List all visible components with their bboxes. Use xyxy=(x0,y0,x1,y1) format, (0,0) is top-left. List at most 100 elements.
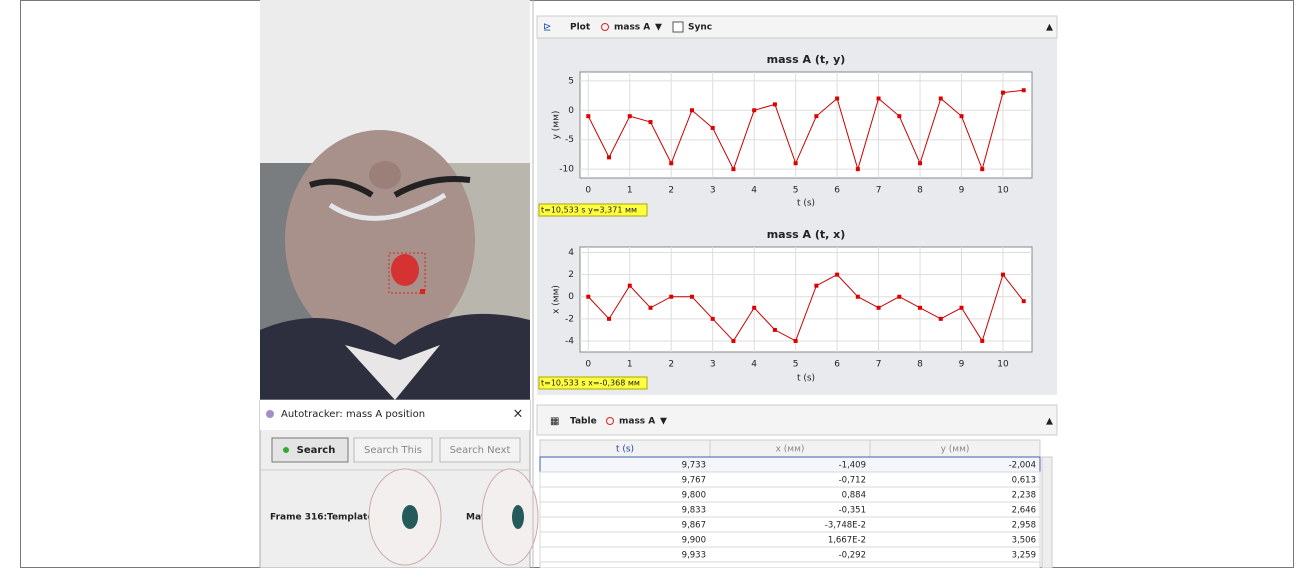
x-tick-label: 9 xyxy=(959,360,965,370)
autotracker-dialog: Autotracker: mass A position × Search Se… xyxy=(260,400,538,568)
plot-area xyxy=(580,247,1032,352)
x-axis-label: t (s) xyxy=(797,199,815,209)
table-cell: 9,867 xyxy=(682,521,706,531)
dropdown-arrow[interactable]: ▼ xyxy=(655,23,662,33)
table-row xyxy=(540,502,1040,517)
table-track-label[interactable]: mass A xyxy=(619,417,655,427)
x-axis-label: t (s) xyxy=(797,374,815,384)
table-cell: 9,833 xyxy=(682,506,706,516)
data-point xyxy=(690,108,694,112)
table-row xyxy=(540,457,1040,472)
table-cell: 9,933 xyxy=(682,551,706,561)
data-point xyxy=(1001,91,1005,95)
table-icon: ▦ xyxy=(550,416,559,427)
y-axis-label: y (мм) xyxy=(552,111,562,140)
table-cell: 3,506 xyxy=(1012,536,1036,546)
data-point xyxy=(897,295,901,299)
data-point xyxy=(752,108,756,112)
x-tick-label: 4 xyxy=(751,360,757,370)
scrollbar xyxy=(1042,457,1052,568)
plot-label: Plot xyxy=(570,23,591,33)
y-tick-label: 4 xyxy=(568,248,574,258)
x-tick-label: 10 xyxy=(997,186,1009,196)
table-cell: 2,958 xyxy=(1012,521,1036,531)
screenshot: Autotracker: mass A position × Search Se… xyxy=(0,0,1314,568)
plot-icon: ⊵ xyxy=(543,22,551,33)
table-dropdown-arrow[interactable]: ▼ xyxy=(660,417,667,427)
collapse-arrow[interactable]: ▲ xyxy=(1046,23,1053,33)
table-row xyxy=(540,472,1040,487)
data-point xyxy=(814,284,818,288)
table-cell: 0,884 xyxy=(842,491,866,501)
data-point xyxy=(939,97,943,101)
track-label[interactable]: mass A xyxy=(614,23,650,33)
table-cell: 0,613 xyxy=(1012,476,1036,486)
data-point xyxy=(960,306,964,310)
data-point xyxy=(980,167,984,171)
x-tick-label: 4 xyxy=(751,186,757,196)
data-point xyxy=(897,114,901,118)
data-point xyxy=(669,295,673,299)
data-point xyxy=(794,339,798,343)
y-tick-label: 0 xyxy=(568,106,574,116)
y-tick-label: -5 xyxy=(565,135,574,145)
data-point xyxy=(980,339,984,343)
x-tick-label: 2 xyxy=(668,360,674,370)
x-tick-label: 0 xyxy=(585,360,591,370)
data-point xyxy=(628,284,632,288)
data-point xyxy=(835,97,839,101)
data-point xyxy=(773,102,777,106)
plot-title: mass A (t, y) xyxy=(767,53,846,66)
data-point xyxy=(648,306,652,310)
table-cell: -0,712 xyxy=(839,476,866,486)
data-point xyxy=(1001,273,1005,277)
x-tick-label: 0 xyxy=(585,186,591,196)
y-tick-label: 0 xyxy=(568,292,574,302)
data-point xyxy=(1022,88,1026,92)
data-point xyxy=(586,295,590,299)
table-collapse-arrow[interactable]: ▲ xyxy=(1046,417,1053,427)
x-tick-label: 1 xyxy=(627,360,633,370)
y-tick-label: -10 xyxy=(559,165,574,175)
table-cell: 9,767 xyxy=(682,476,706,486)
table-cell: -1,409 xyxy=(839,461,866,471)
table-cell: -0,292 xyxy=(839,551,866,561)
data-point xyxy=(856,295,860,299)
data-point xyxy=(856,167,860,171)
x-tick-label: 2 xyxy=(668,186,674,196)
y-tick-label: -4 xyxy=(565,336,574,346)
x-tick-label: 3 xyxy=(710,360,716,370)
x-tick-label: 8 xyxy=(917,186,923,196)
data-point xyxy=(628,114,632,118)
data-point xyxy=(773,328,777,332)
data-point xyxy=(731,339,735,343)
data-point xyxy=(918,161,922,165)
data-point xyxy=(648,120,652,124)
data-point xyxy=(690,295,694,299)
plot-title: mass A (t, x) xyxy=(767,228,846,241)
x-tick-label: 5 xyxy=(793,186,799,196)
data-point xyxy=(918,306,922,310)
data-point xyxy=(586,114,590,118)
data-point xyxy=(669,161,673,165)
table-label: Table xyxy=(570,417,597,427)
readout: t=10,533 s y=3,371 мм xyxy=(541,206,637,215)
data-point xyxy=(877,97,881,101)
video-frame xyxy=(260,130,530,400)
data-point xyxy=(607,317,611,321)
y-tick-label: 5 xyxy=(568,76,574,86)
sync-label[interactable]: Sync xyxy=(688,23,712,33)
table-cell: -0,351 xyxy=(839,506,866,516)
data-point xyxy=(835,273,839,277)
frame-label: Frame 316: xyxy=(270,513,327,523)
close-button[interactable]: × xyxy=(513,407,524,422)
data-point xyxy=(752,306,756,310)
data-point xyxy=(711,126,715,130)
table-cell: 3,259 xyxy=(1012,551,1036,561)
x-tick-label: 6 xyxy=(834,186,840,196)
search-next-label: Search Next xyxy=(450,445,511,456)
x-tick-label: 8 xyxy=(917,360,923,370)
data-point xyxy=(607,155,611,159)
column-header-label: y (мм) xyxy=(941,445,970,455)
data-point xyxy=(731,167,735,171)
